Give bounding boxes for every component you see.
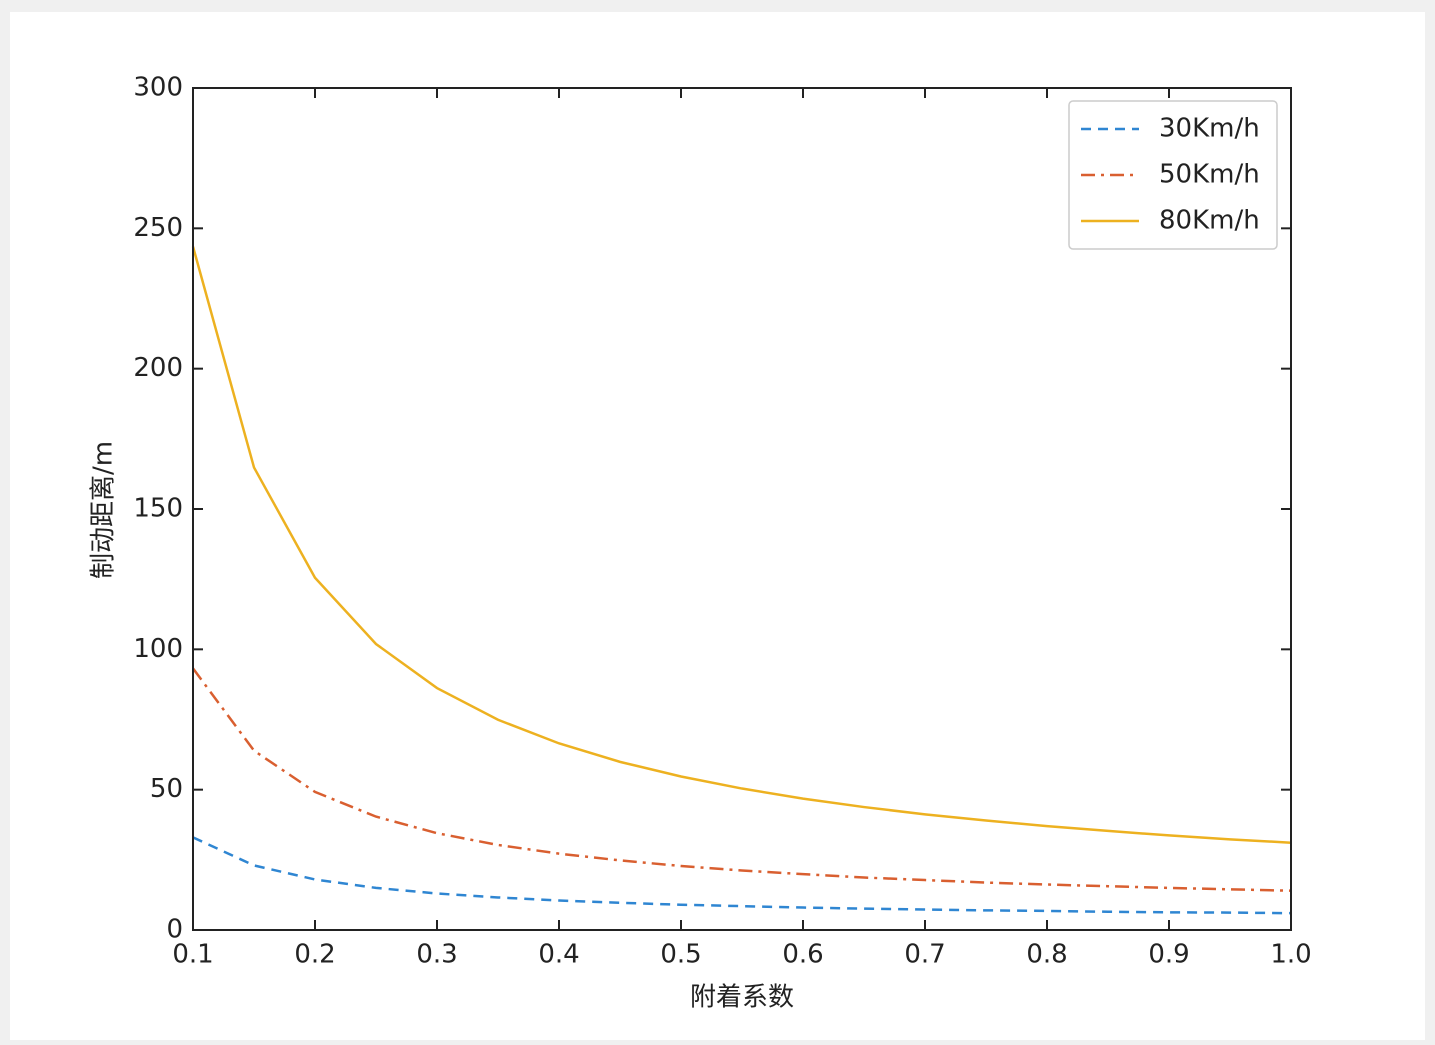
series-line [191, 667, 1292, 892]
legend: 30Km/h 50Km/h 80Km/h [1068, 100, 1278, 250]
x-tick-label: 0.2 [294, 940, 335, 970]
series-line [192, 836, 1292, 915]
x-axis-label: 附着系数 [690, 983, 794, 1013]
y-axis-label: 制动距离/m [89, 441, 119, 579]
y-tick-label: 50 [150, 774, 183, 804]
x-tick-label: 0.6 [782, 940, 823, 970]
x-tick-label: 0.7 [904, 940, 945, 970]
x-tick-label: 0.1 [172, 940, 213, 970]
y-tick-label: 300 [133, 73, 183, 103]
legend-label: 50Km/h [1159, 160, 1260, 190]
x-tick-label: 0.3 [416, 940, 457, 970]
y-tick-label: 100 [133, 634, 183, 664]
x-tick-label: 0.5 [660, 940, 701, 970]
x-tick-label: 1.0 [1270, 940, 1311, 970]
x-tick-label: 0.9 [1148, 940, 1189, 970]
legend-label: 30Km/h [1159, 114, 1260, 144]
plot-frame [192, 87, 1292, 931]
y-tick-label: 250 [133, 213, 183, 243]
x-tick-label: 0.4 [538, 940, 579, 970]
x-tick-label: 0.8 [1026, 940, 1067, 970]
y-tick-label: 200 [133, 353, 183, 383]
series-line [191, 246, 1292, 844]
y-tick-label: 150 [133, 494, 183, 524]
legend-box [1068, 100, 1278, 250]
legend-label: 80Km/h [1159, 206, 1260, 236]
y-tick-label: 0 [166, 915, 183, 945]
